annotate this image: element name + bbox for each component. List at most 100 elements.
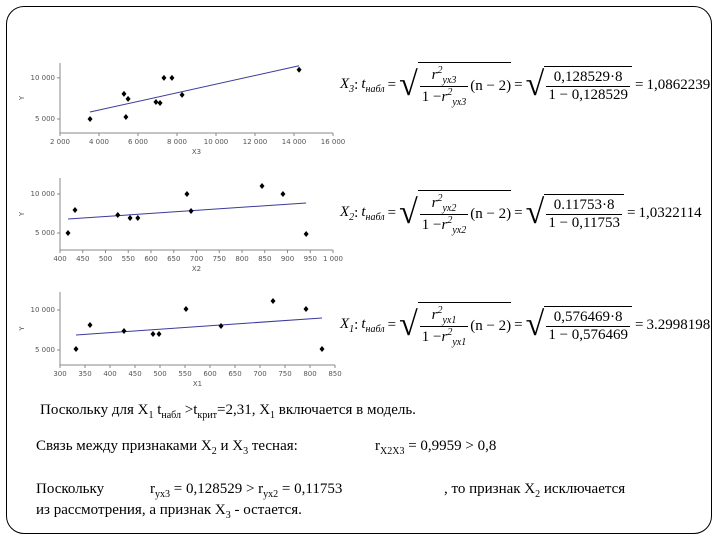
text-run: - остается. bbox=[230, 502, 302, 518]
text-run: = 0,9959 > 0,8 bbox=[404, 438, 497, 454]
point bbox=[188, 207, 194, 214]
x-tick-label: 650 bbox=[228, 370, 241, 378]
x-tick-label: 450 bbox=[76, 255, 89, 263]
numerator: 0,576469·8 bbox=[553, 309, 623, 325]
formula: X2: tнабл = √ r2yx2 1 −r2yx2 (n − 2) = √ 0.11753·… bbox=[340, 190, 702, 236]
fraction: 0,576469·8 1 − 0,576469 bbox=[546, 309, 631, 344]
text-sub: 3 bbox=[243, 446, 249, 457]
denominator: 1 − 0,11753 bbox=[546, 214, 622, 231]
x-tick-label: 700 bbox=[190, 255, 203, 263]
x-axis-label: X2 bbox=[192, 265, 201, 273]
formula-var-sub: 3 bbox=[349, 83, 355, 95]
x-tick-label: 400 bbox=[53, 255, 66, 263]
one-minus: 1 − bbox=[421, 329, 442, 345]
r-symbol: r2yx3 bbox=[431, 65, 457, 86]
x-tick-label: 4 000 bbox=[89, 138, 109, 146]
y-tick-label: 10 000 bbox=[31, 74, 56, 82]
x-tick-label: 850 bbox=[328, 370, 341, 378]
x-tick-label: 8 000 bbox=[167, 138, 187, 146]
point bbox=[123, 114, 129, 121]
fraction: r2yx3 1 −r2yx3 bbox=[419, 65, 469, 108]
formula-t-sub: набл bbox=[365, 211, 385, 223]
text-sub: 2 bbox=[535, 489, 541, 500]
text-run: Связь между признаками X bbox=[36, 438, 212, 454]
text-line: ryx3 = 0,128529 > ryx2 = 0,11753 bbox=[150, 481, 342, 500]
formula-sep: : bbox=[354, 76, 359, 93]
radical: √ r2yx2 1 −r2yx2 (n − 2) bbox=[399, 190, 512, 236]
r-sub: yx1 bbox=[452, 337, 467, 348]
formula-eq: = bbox=[635, 316, 644, 333]
text-run: r bbox=[150, 481, 155, 497]
r-square: 2 bbox=[447, 87, 453, 98]
point bbox=[157, 99, 163, 106]
factor: (n − 2) bbox=[470, 206, 512, 222]
y-tick-label: 5 000 bbox=[35, 229, 55, 237]
formula-var: X2 bbox=[340, 203, 355, 223]
formula-eq: = bbox=[387, 204, 397, 221]
x-tick-label: 550 bbox=[122, 255, 135, 263]
radical-sign: √ bbox=[399, 306, 418, 343]
point bbox=[115, 211, 121, 218]
r-symbol: r2yx3 bbox=[441, 87, 467, 108]
numerator: r2yx3 bbox=[430, 65, 459, 86]
x-tick-label: 800 bbox=[235, 255, 248, 263]
text-run: , то признак X bbox=[444, 481, 536, 497]
r-symbol: r2yx2 bbox=[431, 193, 457, 214]
fraction: r2yx2 1 −r2yx2 bbox=[419, 193, 469, 236]
denominator: 1 −r2yx2 bbox=[419, 214, 469, 236]
text-sub: X2X3 bbox=[380, 446, 405, 457]
numerator: 0.11753·8 bbox=[553, 197, 615, 213]
point bbox=[259, 182, 265, 189]
x-tick-label: 550 bbox=[178, 370, 191, 378]
x-tick-label: 1 000 bbox=[323, 255, 343, 263]
r-sub: yx3 bbox=[452, 97, 467, 108]
radical-body: r2yx1 1 −r2yx1 (n − 2) bbox=[417, 302, 512, 348]
one-minus: 1 − bbox=[421, 217, 442, 233]
r-sub: yx2 bbox=[442, 203, 457, 214]
x-tick-label: 450 bbox=[128, 370, 141, 378]
x-tick-label: 350 bbox=[78, 370, 91, 378]
formula-t-sub: набл bbox=[365, 83, 385, 95]
point bbox=[303, 306, 309, 313]
point bbox=[150, 331, 156, 337]
x-tick-label: 300 bbox=[53, 370, 66, 378]
point bbox=[65, 229, 71, 236]
point bbox=[127, 215, 133, 222]
formula: X3: tнабл = √ r2yx3 1 −r2yx3 (n − 2) = √ 0,128529… bbox=[340, 62, 710, 108]
fraction: r2yx1 1 −r2yx1 bbox=[419, 305, 469, 348]
trend-line bbox=[67, 202, 307, 220]
point bbox=[135, 215, 141, 222]
formula-eq: = bbox=[626, 204, 636, 221]
slide-frame bbox=[6, 6, 712, 534]
x-tick-label: 750 bbox=[278, 370, 291, 378]
formula-result: 3.2998198 bbox=[646, 316, 711, 333]
x-tick-label: 10 000 bbox=[204, 138, 229, 146]
formula-eq: = bbox=[514, 316, 523, 333]
r-square: 2 bbox=[437, 65, 443, 76]
formula-t: tнабл bbox=[361, 75, 385, 95]
text-run: Поскольку bbox=[36, 481, 105, 497]
r-symbol: r2yx2 bbox=[441, 215, 467, 236]
x-tick-label: 650 bbox=[167, 255, 180, 263]
text-run: из рассмотрения, а признак X bbox=[36, 502, 226, 518]
x-tick-label: 700 bbox=[253, 370, 266, 378]
text-run: >t bbox=[181, 402, 198, 418]
formula-result: 1,0862239 bbox=[646, 76, 711, 93]
r-square: 2 bbox=[437, 193, 443, 204]
radical-sign: √ bbox=[525, 66, 545, 103]
radical: √ 0,576469·8 1 − 0,576469 bbox=[526, 306, 633, 344]
r-symbol: r2yx1 bbox=[431, 305, 457, 326]
point bbox=[72, 206, 78, 213]
formula-eq: = bbox=[514, 76, 523, 93]
point bbox=[296, 66, 302, 73]
x-tick-label: 850 bbox=[258, 255, 271, 263]
radical-body: 0,576469·8 1 − 0,576469 bbox=[544, 306, 633, 344]
numerator: 0,128529·8 bbox=[553, 69, 623, 85]
point bbox=[319, 346, 325, 353]
point bbox=[184, 190, 190, 197]
formula-var: X1 bbox=[340, 315, 355, 335]
one-minus: 1 − bbox=[421, 89, 442, 105]
r-sub: yx2 bbox=[452, 225, 467, 236]
text-sub: yx3 bbox=[155, 489, 170, 500]
